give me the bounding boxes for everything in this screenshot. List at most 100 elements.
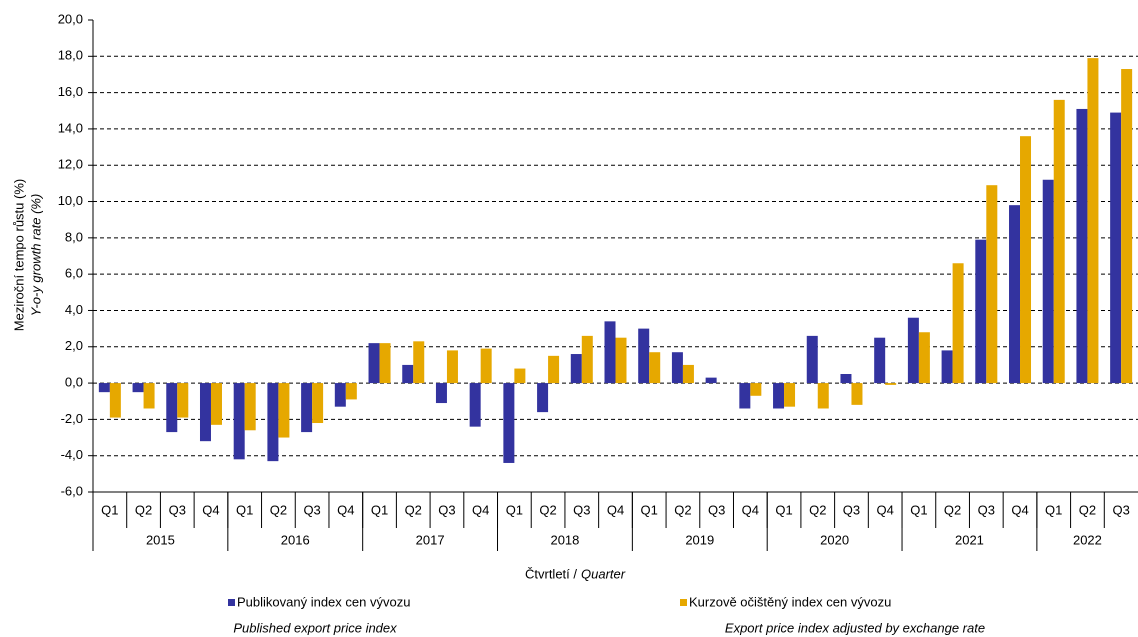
- y-tick-label: -6,0: [61, 483, 83, 498]
- bar: [503, 383, 515, 463]
- bar: [480, 348, 492, 384]
- bar: [671, 352, 683, 384]
- x-tick-label: Q3: [843, 502, 860, 517]
- y-tick-label: 16,0: [58, 84, 83, 99]
- bar: [941, 350, 953, 384]
- bar: [334, 383, 346, 407]
- bar: [1042, 179, 1054, 384]
- bar: [705, 377, 717, 384]
- bar: [166, 383, 178, 433]
- x-tick-label: Q4: [202, 502, 219, 517]
- bar: [851, 383, 863, 405]
- bar: [649, 352, 661, 384]
- x-tick-label: Q1: [1045, 502, 1062, 517]
- y-tick-label: 2,0: [65, 338, 83, 353]
- bar: [581, 335, 593, 384]
- x-tick-label: Q4: [607, 502, 624, 517]
- bar: [1121, 69, 1133, 384]
- bar: [1053, 99, 1065, 384]
- x-tick-label: Q2: [539, 502, 556, 517]
- x-group-label: 2016: [281, 532, 310, 547]
- bar: [210, 383, 222, 425]
- y-tick-label: -4,0: [61, 447, 83, 462]
- bar: [1087, 58, 1099, 384]
- bar: [682, 364, 694, 384]
- y-axis-label-en: Y-o-y growth rate (%): [28, 194, 43, 317]
- legend-label: Kurzově očištěný index cen vývozu: [689, 594, 891, 609]
- x-axis-label: Čtvrtletí /: [525, 566, 577, 581]
- x-tick-label: Q1: [775, 502, 792, 517]
- bar: [244, 383, 256, 431]
- bar: [1009, 205, 1021, 384]
- y-tick-label: 0,0: [65, 375, 83, 390]
- y-tick-label: 10,0: [58, 193, 83, 208]
- legend-swatch: [680, 599, 687, 606]
- y-tick-label: 4,0: [65, 302, 83, 317]
- bar: [952, 263, 964, 384]
- x-tick-label: Q1: [371, 502, 388, 517]
- bar: [986, 185, 998, 384]
- bar: [413, 341, 425, 384]
- bar: [379, 343, 391, 384]
- y-tick-label: 12,0: [58, 157, 83, 172]
- legend-swatch: [228, 599, 235, 606]
- x-tick-label: Q3: [303, 502, 320, 517]
- bar: [537, 383, 549, 413]
- x-tick-label: Q4: [742, 502, 759, 517]
- bar: [615, 337, 627, 384]
- x-tick-label: Q4: [877, 502, 894, 517]
- x-tick-label: Q1: [236, 502, 253, 517]
- x-tick-label: Q1: [506, 502, 523, 517]
- x-tick-label: Q1: [101, 502, 118, 517]
- x-tick-label: Q4: [337, 502, 354, 517]
- bar: [739, 383, 751, 409]
- bar: [874, 337, 886, 384]
- x-group-label: 2018: [550, 532, 579, 547]
- y-tick-label: 20,0: [58, 11, 83, 26]
- y-tick-label: -2,0: [61, 411, 83, 426]
- bar: [784, 383, 796, 407]
- x-tick-label: Q1: [910, 502, 927, 517]
- y-tick-label: 14,0: [58, 120, 83, 135]
- bar: [446, 350, 458, 384]
- bar: [109, 383, 121, 418]
- legend-label-en: Published export price index: [233, 620, 397, 635]
- x-tick-label: Q2: [1079, 502, 1096, 517]
- bar: [368, 343, 380, 384]
- bar: [312, 383, 324, 424]
- legend-label-en: Export price index adjusted by exchange …: [725, 620, 985, 635]
- bar: [267, 383, 279, 462]
- bar: [233, 383, 245, 460]
- bar: [975, 239, 987, 384]
- bar: [469, 383, 481, 427]
- bar: [143, 383, 155, 409]
- y-axis-label: Meziroční tempo růstu (%): [11, 179, 26, 331]
- bar: [199, 383, 211, 442]
- x-tick-label: Q2: [674, 502, 691, 517]
- x-tick-label: Q4: [1011, 502, 1028, 517]
- bar: [278, 383, 290, 438]
- x-tick-label: Q3: [438, 502, 455, 517]
- bar: [773, 383, 785, 409]
- bar: [514, 368, 526, 384]
- x-tick-label: Q2: [135, 502, 152, 517]
- bar: [548, 355, 560, 384]
- legend-label: Publikovaný index cen vývozu: [237, 594, 410, 609]
- bar: [345, 383, 357, 400]
- x-tick-label: Q4: [472, 502, 489, 517]
- x-tick-label: Q3: [708, 502, 725, 517]
- bar: [570, 354, 582, 384]
- x-tick-label: Q2: [270, 502, 287, 517]
- x-tick-label: Q1: [641, 502, 658, 517]
- bar: [907, 317, 919, 384]
- x-axis-label-en: Quarter: [581, 566, 626, 581]
- bar: [885, 383, 897, 385]
- x-group-label: 2022: [1073, 532, 1102, 547]
- x-group-label: 2015: [146, 532, 175, 547]
- x-tick-label: Q2: [809, 502, 826, 517]
- x-tick-label: Q3: [978, 502, 995, 517]
- bar: [177, 383, 189, 418]
- x-tick-label: Q2: [944, 502, 961, 517]
- x-group-label: 2019: [685, 532, 714, 547]
